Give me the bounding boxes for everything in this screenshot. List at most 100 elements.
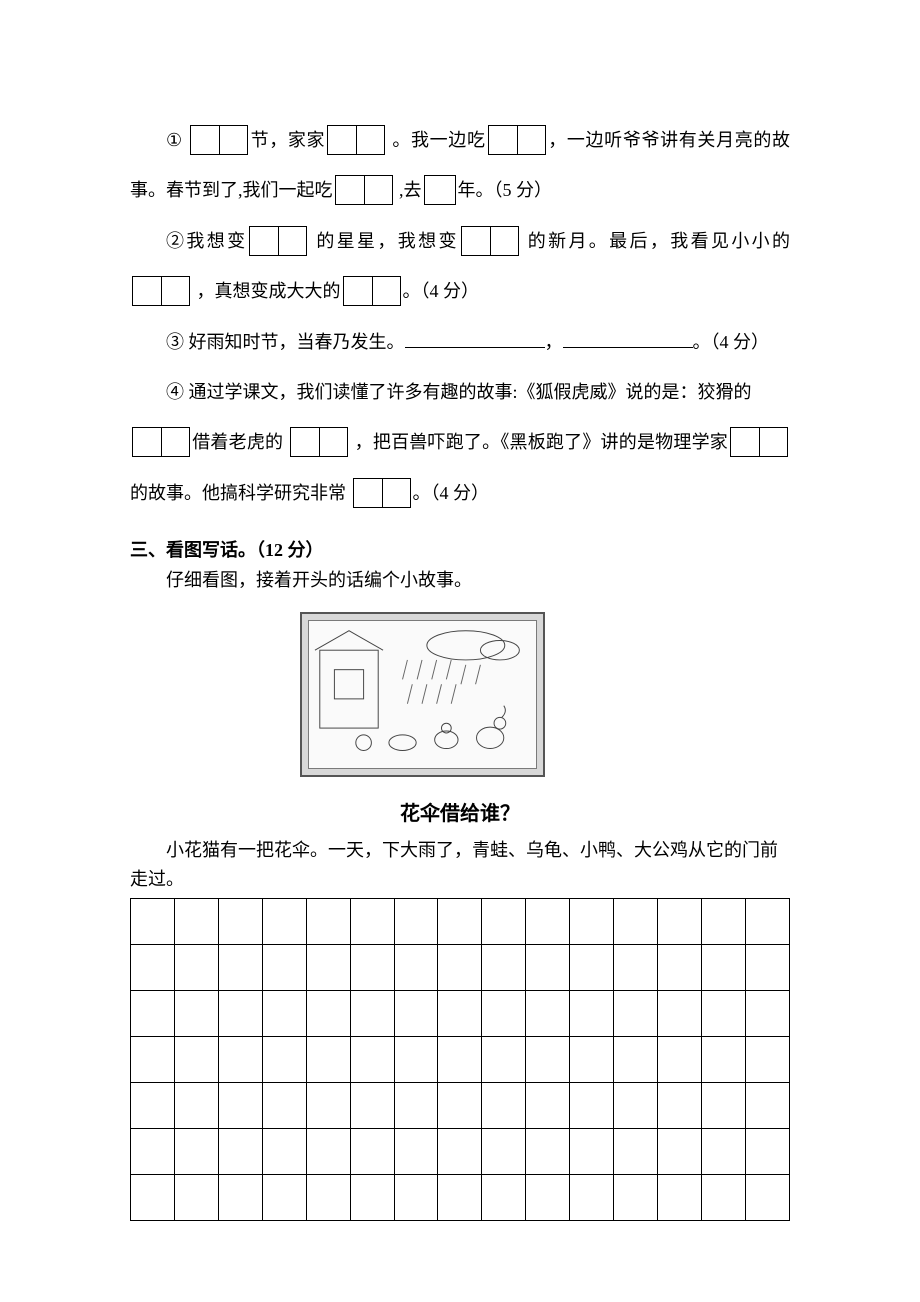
writing-cell[interactable] [526,944,570,990]
writing-cell[interactable] [174,944,218,990]
writing-cell[interactable] [394,1128,438,1174]
writing-cell[interactable] [482,1082,526,1128]
writing-cell[interactable] [526,1036,570,1082]
writing-cell[interactable] [482,1128,526,1174]
writing-cell[interactable] [745,1036,789,1082]
fill-line[interactable] [563,325,693,348]
writing-cell[interactable] [394,990,438,1036]
writing-cell[interactable] [745,1128,789,1174]
writing-cell[interactable] [262,1128,306,1174]
writing-cell[interactable] [701,1128,745,1174]
writing-cell[interactable] [306,990,350,1036]
writing-cell[interactable] [174,1082,218,1128]
fill-blank[interactable] [190,125,248,155]
writing-cell[interactable] [394,1082,438,1128]
writing-cell[interactable] [350,944,394,990]
writing-cell[interactable] [262,898,306,944]
writing-cell[interactable] [570,944,614,990]
writing-cell[interactable] [658,1036,702,1082]
writing-cell[interactable] [174,1174,218,1220]
writing-cell[interactable] [131,1082,175,1128]
writing-cell[interactable] [262,1174,306,1220]
fill-blank[interactable] [249,226,307,256]
writing-cell[interactable] [570,1174,614,1220]
fill-blank[interactable] [424,175,456,205]
writing-cell[interactable] [218,1128,262,1174]
writing-cell[interactable] [570,990,614,1036]
writing-cell[interactable] [614,1174,658,1220]
writing-cell[interactable] [394,1174,438,1220]
writing-cell[interactable] [306,944,350,990]
writing-cell[interactable] [131,1036,175,1082]
writing-cell[interactable] [350,1082,394,1128]
fill-blank[interactable] [353,478,411,508]
writing-cell[interactable] [262,944,306,990]
writing-cell[interactable] [701,1174,745,1220]
writing-cell[interactable] [701,1082,745,1128]
fill-blank[interactable] [335,175,393,205]
writing-cell[interactable] [131,944,175,990]
fill-blank[interactable] [290,427,348,457]
writing-cell[interactable] [350,898,394,944]
writing-cell[interactable] [394,1036,438,1082]
writing-cell[interactable] [614,1036,658,1082]
writing-cell[interactable] [174,898,218,944]
writing-cell[interactable] [218,990,262,1036]
writing-cell[interactable] [350,1174,394,1220]
fill-blank[interactable] [132,427,190,457]
writing-cell[interactable] [745,1082,789,1128]
writing-cell[interactable] [306,1082,350,1128]
writing-cell[interactable] [482,990,526,1036]
writing-cell[interactable] [701,990,745,1036]
writing-cell[interactable] [526,1082,570,1128]
writing-grid[interactable] [130,898,790,1221]
writing-cell[interactable] [745,990,789,1036]
writing-cell[interactable] [438,990,482,1036]
writing-cell[interactable] [526,1174,570,1220]
writing-cell[interactable] [438,1174,482,1220]
writing-cell[interactable] [482,1174,526,1220]
writing-cell[interactable] [614,1128,658,1174]
writing-cell[interactable] [218,1082,262,1128]
writing-cell[interactable] [526,898,570,944]
writing-cell[interactable] [438,1082,482,1128]
writing-cell[interactable] [658,1082,702,1128]
writing-cell[interactable] [614,944,658,990]
writing-cell[interactable] [174,990,218,1036]
writing-cell[interactable] [745,944,789,990]
writing-cell[interactable] [614,990,658,1036]
writing-cell[interactable] [394,898,438,944]
writing-cell[interactable] [701,944,745,990]
writing-cell[interactable] [658,990,702,1036]
writing-cell[interactable] [482,1036,526,1082]
writing-cell[interactable] [570,1036,614,1082]
writing-cell[interactable] [174,1036,218,1082]
writing-cell[interactable] [350,990,394,1036]
writing-cell[interactable] [658,898,702,944]
writing-cell[interactable] [350,1128,394,1174]
fill-line[interactable] [405,325,545,348]
writing-cell[interactable] [482,898,526,944]
writing-cell[interactable] [658,944,702,990]
writing-cell[interactable] [614,898,658,944]
writing-cell[interactable] [262,990,306,1036]
fill-blank[interactable] [132,276,190,306]
writing-cell[interactable] [306,1036,350,1082]
writing-cell[interactable] [218,898,262,944]
fill-blank[interactable] [343,276,401,306]
writing-cell[interactable] [262,1036,306,1082]
writing-cell[interactable] [745,898,789,944]
writing-cell[interactable] [262,1082,306,1128]
writing-cell[interactable] [438,898,482,944]
writing-cell[interactable] [131,898,175,944]
fill-blank[interactable] [461,226,519,256]
writing-cell[interactable] [438,1036,482,1082]
writing-cell[interactable] [570,1082,614,1128]
fill-blank[interactable] [327,125,385,155]
writing-cell[interactable] [218,1174,262,1220]
fill-blank[interactable] [488,125,546,155]
writing-cell[interactable] [306,1128,350,1174]
writing-cell[interactable] [438,944,482,990]
writing-cell[interactable] [438,1128,482,1174]
writing-cell[interactable] [570,898,614,944]
